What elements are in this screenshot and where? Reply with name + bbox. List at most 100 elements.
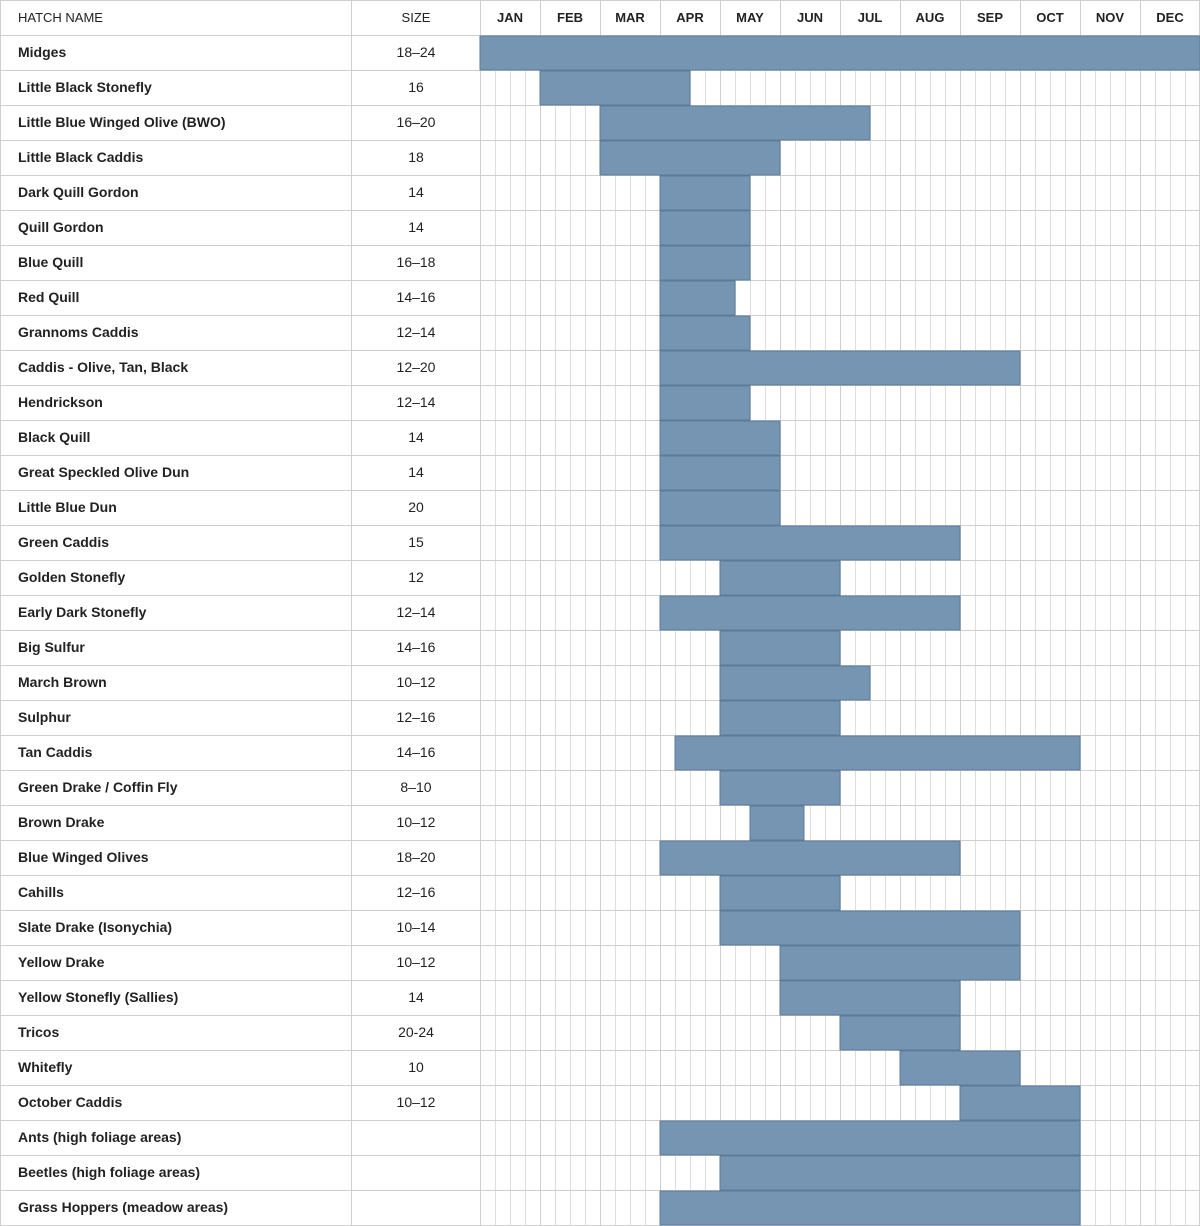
hatch-name: Tan Caddis: [18, 744, 93, 760]
hatch-size: 10–12: [397, 674, 436, 690]
hatch-bar: [719, 770, 841, 806]
hatch-size: 16: [408, 79, 424, 95]
hatch-name: Blue Winged Olives: [18, 849, 149, 865]
month-label-jan: JAN: [497, 10, 523, 25]
month-label-aug: AUG: [916, 10, 945, 25]
hatch-name: Beetles (high foliage areas): [18, 1164, 200, 1180]
hatch-size: 18–24: [397, 44, 436, 60]
hatch-name: Slate Drake (Isonychia): [18, 919, 172, 935]
hatch-bar: [659, 840, 961, 876]
hatch-name: Big Sulfur: [18, 639, 85, 655]
hatch-bar: [479, 35, 1200, 71]
hatch-name: October Caddis: [18, 1094, 122, 1110]
hatch-bar: [659, 280, 736, 316]
hatch-name: Green Drake / Coffin Fly: [18, 779, 178, 795]
hatch-size: 18: [408, 149, 424, 165]
hatch-size: 10–12: [397, 1094, 436, 1110]
hatch-size: 15: [408, 534, 424, 550]
text-layer: HATCH NAME SIZE JAN FEB MAR APR MAY JUN JUL AUG…: [18, 10, 1184, 1215]
hatch-bar: [659, 420, 781, 456]
hatch-name: Midges: [18, 44, 66, 60]
hatch-size: 16–18: [397, 254, 436, 270]
hatch-size: 8–10: [400, 779, 431, 795]
hatch-bar: [719, 1155, 1081, 1191]
hatch-name: Whitefly: [18, 1059, 73, 1075]
month-label-sep: SEP: [977, 10, 1003, 25]
hatch-bar: [719, 910, 1021, 946]
hatch-size: 10–14: [397, 919, 436, 935]
hatch-bar: [959, 1085, 1081, 1121]
hatch-bar: [674, 735, 1081, 771]
hatch-name: Little Black Caddis: [18, 149, 143, 165]
hatch-size: 12–14: [397, 394, 436, 410]
hatch-size: 10: [408, 1059, 424, 1075]
month-label-jun: JUN: [797, 10, 823, 25]
hatch-bar: [659, 245, 751, 281]
hatch-name: Little Blue Winged Olive (BWO): [18, 114, 226, 130]
hatch-bar: [659, 175, 751, 211]
hatch-bar: [719, 700, 841, 736]
hatch-bar: [599, 105, 871, 141]
hatch-size: 10–12: [397, 814, 436, 830]
hatch-size: 14: [408, 184, 424, 200]
hatch-name: Ants (high foliage areas): [18, 1129, 181, 1145]
hatch-bar: [599, 140, 781, 176]
hatch-name: Golden Stonefly: [18, 569, 126, 585]
hatch-name: Sulphur: [18, 709, 71, 725]
month-label-apr: APR: [676, 10, 704, 25]
hatch-name: Brown Drake: [18, 814, 105, 830]
month-label-may: MAY: [736, 10, 764, 25]
hatch-name: Yellow Drake: [18, 954, 105, 970]
hatch-name-header: HATCH NAME: [18, 10, 103, 25]
month-label-dec: DEC: [1156, 10, 1184, 25]
hatch-name: Grannoms Caddis: [18, 324, 139, 340]
hatch-name: Caddis - Olive, Tan, Black: [18, 359, 188, 375]
hatch-name: Little Black Stonefly: [18, 79, 152, 95]
month-label-feb: FEB: [557, 10, 583, 25]
month-label-oct: OCT: [1036, 10, 1064, 25]
hatch-bar: [719, 630, 841, 666]
hatch-bar: [719, 665, 871, 701]
hatch-size: 14: [408, 464, 424, 480]
hatch-size: 12–16: [397, 884, 436, 900]
hatch-name: Blue Quill: [18, 254, 83, 270]
hatch-name: Green Caddis: [18, 534, 109, 550]
hatch-name: Black Quill: [18, 429, 90, 445]
hatch-bar: [659, 210, 751, 246]
hatch-size: 14: [408, 429, 424, 445]
hatch-size: 20-24: [398, 1024, 434, 1040]
hatch-size: 16–20: [397, 114, 436, 130]
size-header: SIZE: [402, 10, 431, 25]
hatch-bar: [659, 1120, 1081, 1156]
hatch-name: Hendrickson: [18, 394, 103, 410]
hatch-size: 14–16: [397, 289, 436, 305]
hatch-name: March Brown: [18, 674, 107, 690]
hatch-bar: [659, 490, 781, 526]
hatch-bar: [659, 385, 751, 421]
hatch-size: 12–20: [397, 359, 436, 375]
hatch-bar: [899, 1050, 1021, 1086]
hatch-size: 14–16: [397, 744, 436, 760]
hatch-size: 14: [408, 219, 424, 235]
hatch-bar: [659, 350, 1021, 386]
hatch-name: Red Quill: [18, 289, 79, 305]
hatch-name: Tricos: [18, 1024, 59, 1040]
hatch-name: Dark Quill Gordon: [18, 184, 139, 200]
hatch-bar: [839, 1015, 961, 1051]
hatch-name: Grass Hoppers (meadow areas): [18, 1199, 228, 1215]
hatch-size: 12–14: [397, 604, 436, 620]
hatch-name: Cahills: [18, 884, 64, 900]
hatch-bar: [659, 455, 781, 491]
hatch-name: Yellow Stonefly (Sallies): [18, 989, 178, 1005]
hatch-size: 10–12: [397, 954, 436, 970]
hatch-bar: [539, 70, 691, 106]
hatch-bar: [749, 805, 805, 841]
hatch-bar: [779, 980, 961, 1016]
hatch-size: 12–14: [397, 324, 436, 340]
hatch-name: Early Dark Stonefly: [18, 604, 147, 620]
hatch-size: 20: [408, 499, 424, 515]
hatch-size: 12: [408, 569, 424, 585]
hatch-name: Great Speckled Olive Dun: [18, 464, 189, 480]
